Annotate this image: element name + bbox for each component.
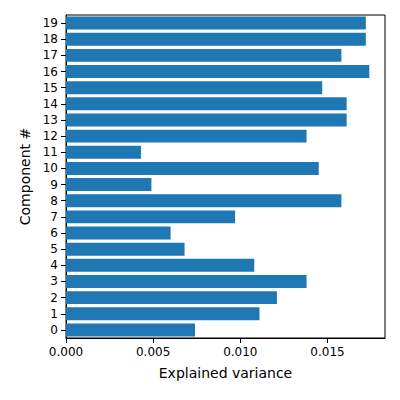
svg-text:Explained variance: Explained variance — [159, 365, 292, 381]
svg-text:8: 8 — [50, 194, 58, 208]
svg-text:9: 9 — [50, 178, 58, 192]
svg-text:10: 10 — [43, 161, 58, 175]
svg-text:15: 15 — [43, 81, 58, 95]
svg-text:0: 0 — [50, 323, 58, 337]
svg-text:13: 13 — [43, 113, 58, 127]
svg-text:0.015: 0.015 — [310, 345, 344, 359]
svg-text:3: 3 — [50, 274, 58, 288]
svg-text:7: 7 — [50, 210, 58, 224]
svg-text:6: 6 — [50, 226, 58, 240]
svg-text:0.005: 0.005 — [136, 345, 170, 359]
svg-text:14: 14 — [43, 97, 58, 111]
svg-text:0.010: 0.010 — [223, 345, 257, 359]
svg-text:18: 18 — [43, 32, 58, 46]
svg-text:4: 4 — [50, 258, 58, 272]
svg-text:19: 19 — [43, 16, 58, 30]
svg-text:1: 1 — [50, 307, 58, 321]
svg-text:17: 17 — [43, 48, 58, 62]
svg-text:2: 2 — [50, 291, 58, 305]
svg-text:Component #: Component # — [17, 128, 33, 225]
svg-text:5: 5 — [50, 242, 58, 256]
svg-text:12: 12 — [43, 129, 58, 143]
svg-text:0.000: 0.000 — [49, 345, 83, 359]
svg-text:11: 11 — [43, 145, 58, 159]
svg-text:16: 16 — [43, 65, 58, 79]
